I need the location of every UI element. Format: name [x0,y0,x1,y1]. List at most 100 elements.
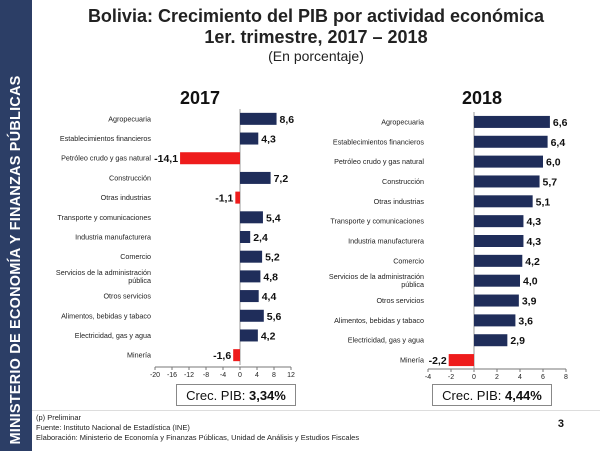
category-label-2018: Establecimientos financieros [333,137,424,146]
value-label-2018: 3,9 [522,296,537,308]
value-label-2018: 4,2 [525,256,540,268]
category-label-2017: Electricidad, gas y agua [75,331,151,340]
category-label-2017: Construcción [109,173,151,182]
bar-2018 [448,354,474,367]
bar-2017 [240,250,263,263]
x-tick-label-2017: -16 [167,372,177,379]
category-label-2018: Otros servicios [376,296,424,305]
bar-2018 [474,254,523,267]
category-label-2018: Comercio [393,256,424,265]
page-subtitle: (En porcentaje) [268,48,364,64]
bar-2018 [474,314,516,327]
x-tick-label-2017: -4 [220,372,226,379]
bar-2017 [240,270,261,283]
category-label-2018: Agropecuaria [381,117,424,126]
bar-2017 [235,191,240,204]
bar-2017 [180,152,240,165]
category-label-2018: pública [401,280,424,289]
category-label-2017: Otros servicios [103,292,151,301]
bar-2018 [474,115,550,128]
x-tick-label-2018: 0 [472,374,476,381]
category-label-2018: Otras industrias [374,197,425,206]
category-label-2017: Industria manufacturera [75,233,151,242]
ministry-sidebar: MINISTERIO DE ECONOMÍA Y FINANZAS PÚBLIC… [0,0,32,451]
chart-2017-title: 2017 [179,88,221,108]
bar-2017 [233,349,240,362]
category-label-2017: Alimentos, bebidas y tabaco [61,311,151,320]
value-label-2018: 3,6 [518,315,533,327]
category-label-2017: Minería [127,351,151,360]
value-label-2017: 4,2 [261,330,276,342]
value-label-2017: 2,4 [253,232,268,244]
bar-2018 [474,155,543,168]
value-label-2017: 8,6 [280,114,295,126]
gdp-growth-2017-box: Crec. PIB: 3,34% [176,384,296,406]
page-title-period: 1er. trimestre, 2017 – 2018 [204,27,428,47]
category-label-2017: Comercio [120,252,151,261]
category-label-2017: pública [128,276,151,285]
category-label-2017: Establecimientos financieros [60,134,151,143]
x-tick-label-2017: 12 [287,372,295,379]
category-label-2017: Otras industrias [101,193,152,202]
bar-2017 [240,309,264,322]
bar-2018 [474,215,524,228]
chart-2018-title: 2018 [461,88,503,108]
footer-elaboration: Elaboración: Ministerio de Economía y Fi… [36,433,360,442]
bar-2017 [240,171,271,184]
x-tick-label-2018: 6 [541,374,545,381]
bar-2017 [240,329,258,342]
value-label-2018: 4,3 [526,216,541,228]
x-tick-label-2018: 4 [518,374,522,381]
value-label-2017: 5,4 [266,212,281,224]
value-label-2017: 4,8 [263,271,278,283]
x-tick-label-2017: 8 [272,372,276,379]
value-label-2018: 6,0 [546,157,561,169]
bar-2018 [474,195,533,208]
x-tick-label-2017: 0 [238,372,242,379]
x-tick-label-2018: -4 [425,374,431,381]
x-tick-label-2018: -2 [448,374,454,381]
value-label-2018: 5,7 [543,176,558,188]
footer-divider [32,410,600,411]
value-label-2018: 5,1 [536,196,551,208]
value-label-2017: 4,3 [261,134,276,146]
category-label-2018: Minería [400,356,424,365]
category-label-2017: Petróleo crudo y gas natural [61,154,151,163]
page-number: 3 [557,418,564,430]
value-label-2017: 5,2 [265,252,280,264]
value-label-2017: -1,6 [213,350,231,362]
gdp-growth-label: Crec. PIB: [442,388,505,403]
category-label-2017: Transporte y comunicaciones [57,213,151,222]
category-label-2017: Servicios de la administración [56,268,151,277]
category-label-2018: Construcción [382,177,424,186]
bar-2017 [240,112,277,125]
category-label-2018: Petróleo crudo y gas natural [334,157,424,166]
value-label-2017: -1,1 [215,193,233,205]
value-label-2018: 4,3 [526,236,541,248]
bar-2018 [474,235,524,247]
gdp-growth-2017-value: 3,34% [248,388,286,403]
bar-2017 [240,231,251,243]
category-label-2018: Electricidad, gas y agua [348,336,424,345]
category-label-2018: Alimentos, bebidas y tabaco [334,316,424,325]
value-label-2017: 7,2 [274,173,289,185]
bar-2018 [474,334,508,347]
bar-2017 [240,132,259,145]
x-tick-label-2017: -12 [184,372,194,379]
x-tick-label-2018: 2 [495,374,499,381]
category-label-2018: Industria manufacturera [348,237,424,246]
gdp-growth-2018-value: 4,44% [504,388,542,403]
bar-2018 [474,135,548,148]
footer-source: Fuente: Instituto Nacional de Estadístic… [36,423,190,432]
page-title: Bolivia: Crecimiento del PIB por activid… [87,6,545,26]
x-tick-label-2018: 8 [564,374,568,381]
bar-2018 [474,294,519,307]
category-label-2018: Transporte y comunicaciones [330,217,424,226]
x-tick-label-2017: -8 [203,372,209,379]
bar-2017 [240,290,259,303]
category-label-2017: Agropecuaria [108,114,151,123]
x-tick-label-2017: 4 [255,372,259,379]
value-label-2017: 4,4 [262,291,277,303]
bar-2018 [474,274,520,287]
